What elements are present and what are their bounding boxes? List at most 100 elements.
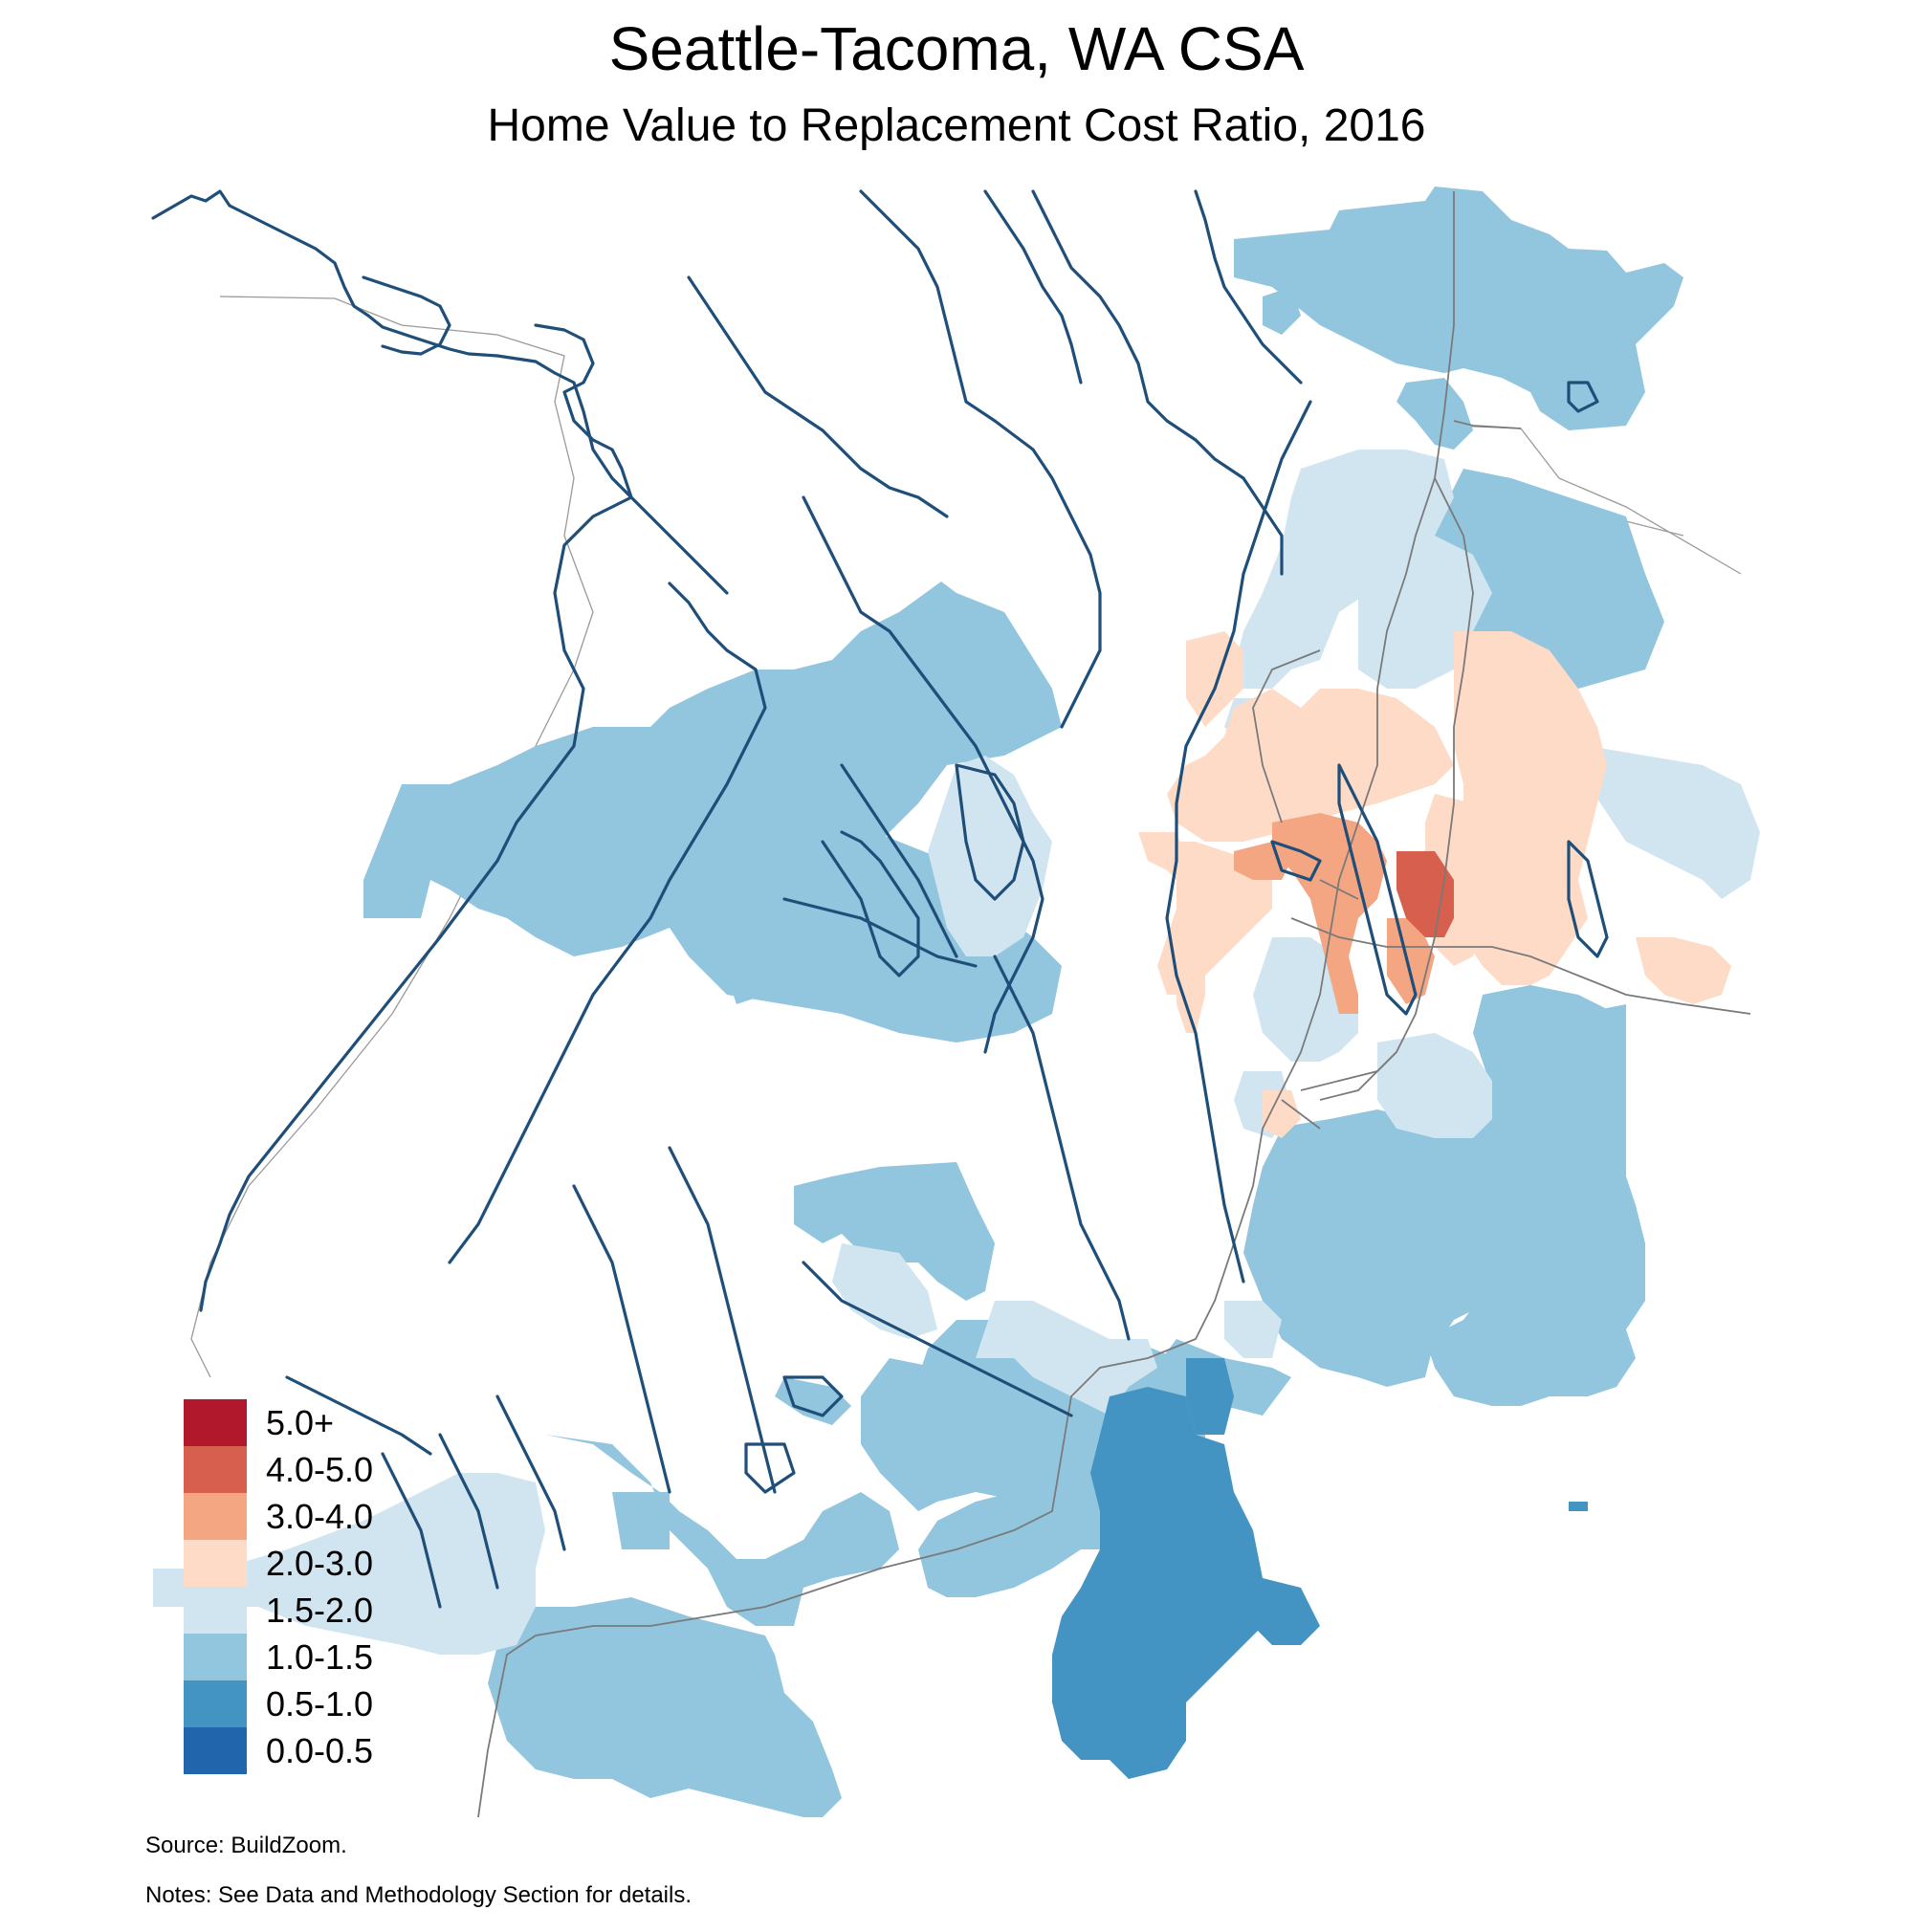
legend-label: 4.0-5.0 bbox=[266, 1449, 374, 1489]
coast-carr-inlet bbox=[668, 1146, 777, 1494]
legend-label: 0.5-1.0 bbox=[266, 1683, 374, 1723]
region-sammamish bbox=[1636, 937, 1731, 1004]
region-olympia bbox=[545, 1435, 899, 1626]
coast-case-inlet bbox=[572, 1184, 671, 1494]
legend-label: 5.0+ bbox=[266, 1402, 335, 1442]
legend-label: 2.0-3.0 bbox=[266, 1543, 374, 1583]
region-shoreline bbox=[1186, 631, 1243, 727]
coast-dyes-inlet bbox=[821, 830, 920, 977]
region-magnolia bbox=[1138, 832, 1186, 870]
legend-swatch bbox=[184, 1540, 247, 1587]
regions-0-5-to-1-0 bbox=[1052, 1358, 1588, 1779]
region-snohomish-east bbox=[1368, 469, 1664, 689]
legend-item: 5.0+ bbox=[184, 1399, 373, 1446]
region-pierce-east bbox=[1052, 1387, 1263, 1779]
region-renton-north bbox=[1377, 1033, 1492, 1138]
region-gig-harbor bbox=[832, 1243, 937, 1339]
region-seatac-south bbox=[1243, 1129, 1435, 1387]
highway-north-spur bbox=[1453, 420, 1522, 429]
legend-swatch bbox=[184, 1493, 247, 1540]
legend-label: 1.5-2.0 bbox=[266, 1590, 374, 1630]
highways bbox=[477, 191, 1751, 1818]
region-kent-north bbox=[1224, 1301, 1282, 1358]
legend-item: 0.5-1.0 bbox=[184, 1680, 373, 1727]
coast-anderson bbox=[744, 1442, 796, 1494]
highway-seattle-ring bbox=[1252, 649, 1321, 823]
region-pierce-west bbox=[861, 1358, 995, 1511]
region-vashon-2 bbox=[612, 1492, 670, 1549]
region-medina-clyde-hill bbox=[1396, 851, 1454, 937]
region-kitsap-south bbox=[689, 823, 1062, 1043]
map-title: Seattle-Tacoma, WA CSA bbox=[608, 14, 1305, 83]
region-kitsap-east bbox=[928, 756, 1052, 956]
legend-item: 0.0-0.5 bbox=[184, 1727, 373, 1774]
coast-colvos bbox=[993, 955, 1131, 1341]
legend-swatch bbox=[184, 1587, 247, 1634]
coast-inner-1 bbox=[362, 275, 451, 356]
methodology-note: Notes: See Data and Methodology Section … bbox=[145, 1882, 693, 1908]
map-subtitle: Home Value to Replacement Cost Ratio, 20… bbox=[487, 100, 1426, 151]
coast-hood-tip bbox=[285, 1375, 432, 1456]
highway-i5 bbox=[477, 191, 1455, 1818]
region-puyallup bbox=[1186, 1358, 1234, 1435]
coast-fox-island bbox=[782, 1375, 844, 1417]
region-north-seattle bbox=[1167, 689, 1454, 842]
region-east-king bbox=[1425, 985, 1645, 1406]
coast-peninsula-west bbox=[199, 495, 633, 1312]
coast-budd-inlet bbox=[495, 1394, 566, 1551]
coast-totten bbox=[438, 1433, 499, 1590]
legend-item: 2.0-3.0 bbox=[184, 1540, 373, 1587]
legend: 5.0+ 4.0-5.0 3.0-4.0 2.0-3.0 1.5-2.0 1.0-1.5 0… bbox=[184, 1399, 373, 1774]
region-peninsula bbox=[794, 1162, 995, 1301]
highway-sr520 bbox=[1319, 879, 1359, 900]
coast-lake-union bbox=[1270, 840, 1322, 882]
legend-swatch bbox=[184, 1727, 247, 1774]
coast-whidbey-east bbox=[1031, 189, 1284, 576]
coast-whidbey-west bbox=[687, 275, 949, 518]
region-kitsap-north bbox=[363, 582, 1062, 1004]
coast-port-susan bbox=[1194, 189, 1303, 384]
legend-swatch bbox=[184, 1634, 247, 1680]
region-thurston bbox=[488, 1597, 842, 1817]
region-graham bbox=[1253, 1578, 1320, 1645]
legend-label: 3.0-4.0 bbox=[266, 1496, 374, 1536]
region-vashon bbox=[775, 1377, 851, 1425]
coast-lake-washington bbox=[1337, 763, 1418, 1016]
legend-item: 3.0-4.0 bbox=[184, 1493, 373, 1540]
region-whidbey-south bbox=[1263, 287, 1301, 335]
coast-south-sound bbox=[802, 1261, 1073, 1417]
legend-item: 1.5-2.0 bbox=[184, 1587, 373, 1634]
regions-1-0-to-1-5 bbox=[363, 187, 1683, 1817]
region-burien bbox=[1263, 1090, 1301, 1138]
coast-sound-east bbox=[1165, 400, 1312, 1284]
region-capitol-hill bbox=[1272, 813, 1387, 1014]
region-everett bbox=[1396, 378, 1473, 450]
region-west-seattle bbox=[1176, 937, 1205, 1033]
legend-item: 4.0-5.0 bbox=[184, 1446, 373, 1493]
coast-sound-west bbox=[802, 495, 1044, 1054]
coast-admiralty bbox=[859, 189, 1102, 729]
coast-bainbridge-isle bbox=[955, 763, 1025, 901]
region-olympia-west bbox=[153, 1473, 545, 1655]
legend-item: 1.0-1.5 bbox=[184, 1634, 373, 1680]
regions-4-0-to-5-0 bbox=[1396, 851, 1454, 937]
legend-swatch bbox=[184, 1446, 247, 1493]
highway-i90 bbox=[1290, 917, 1751, 1015]
legend-swatch bbox=[184, 1399, 247, 1446]
coast-strait-north bbox=[151, 189, 729, 595]
region-tacoma-north bbox=[976, 1301, 1157, 1416]
coast-kitsap-inner bbox=[840, 763, 958, 958]
coast-camano bbox=[983, 189, 1083, 384]
legend-swatch bbox=[184, 1680, 247, 1727]
coast-lake-sammamish bbox=[1567, 840, 1609, 958]
legend-label: 0.0-0.5 bbox=[266, 1730, 374, 1770]
region-south-snohomish bbox=[1234, 450, 1454, 689]
coast-eld bbox=[381, 1452, 442, 1609]
coast-hood-canal bbox=[448, 582, 767, 1264]
source-note: Source: BuildZoom. bbox=[145, 1833, 347, 1858]
highway-i405-south bbox=[1319, 1051, 1397, 1101]
region-north-snohomish bbox=[1234, 187, 1683, 430]
coast-hood-canal-north bbox=[534, 323, 633, 499]
highway-sr18 bbox=[1281, 1099, 1321, 1130]
